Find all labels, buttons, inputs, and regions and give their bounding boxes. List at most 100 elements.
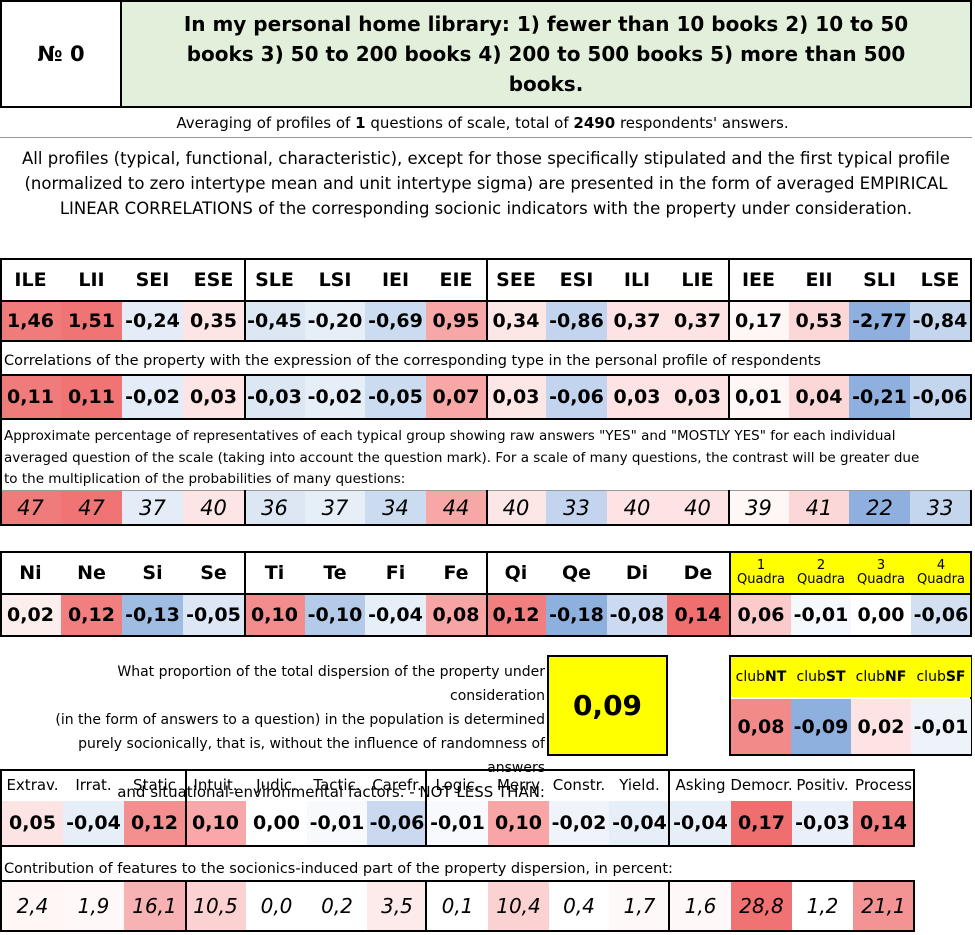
- functions-values-row: 0,02 0,12 -0,13 -0,05 0,10 -0,10 -0,04 0,08 0,12…: [0, 595, 729, 635]
- club-header-3: club SF: [911, 657, 971, 697]
- function-value-10: -0,08: [607, 595, 667, 635]
- function-header-2: Si: [142, 562, 163, 584]
- feature-header-0: Extrav.: [6, 776, 59, 794]
- contribution-value-13: 1,2: [792, 882, 853, 930]
- type-value-3: 0,35: [183, 302, 244, 340]
- dispersion-text: What proportion of the total dispersion …: [40, 660, 545, 804]
- quadra-header-1: 2 Quadra: [791, 553, 851, 593]
- feature-header-1: Irrat.: [75, 776, 112, 794]
- function-header-3: Se: [200, 562, 227, 584]
- feature-value-9: -0,02: [549, 801, 609, 845]
- percentage-value-11: 40: [667, 491, 728, 525]
- club-value-3: -0,01: [911, 699, 971, 754]
- quadra-value-1: -0,01: [791, 595, 851, 635]
- feature-value-11: -0,04: [670, 801, 731, 845]
- function-value-1: 0,12: [61, 595, 122, 635]
- dispersion-line-2: (in the form of answers to a question) i…: [55, 712, 545, 728]
- type-header-0: ILE: [14, 269, 47, 291]
- club-code: ST: [825, 669, 846, 685]
- percentage-value-12: 39: [728, 491, 789, 525]
- function-header-0: Ni: [19, 562, 42, 584]
- feature-value-12: 0,17: [731, 801, 792, 845]
- club-code: NF: [885, 669, 907, 685]
- feature-header-5: Tactic.: [313, 776, 361, 794]
- type-header-9: ESI: [559, 269, 594, 291]
- type-value-8: 0,34: [486, 302, 546, 340]
- function-value-5: -0,10: [305, 595, 365, 635]
- feature-value-2: 0,12: [124, 801, 185, 845]
- feature-header-11: Asking: [675, 776, 726, 794]
- clubs-header-row: club NT club ST club NF club SF: [731, 657, 971, 697]
- contribution-value-9: 0,4: [549, 882, 609, 930]
- type-header-7: EIE: [439, 269, 473, 291]
- type-value-2: -0,24: [122, 302, 183, 340]
- feature-value-7: -0,01: [427, 801, 488, 845]
- quadra-value-0: 0,06: [731, 595, 791, 635]
- correlation-value-1: 0,11: [61, 376, 122, 418]
- type-header-5: LSI: [318, 269, 352, 291]
- type-value-7: 0,95: [426, 302, 486, 340]
- percentages-caption: Approximate percentage of representative…: [4, 428, 920, 487]
- percentage-value-8: 40: [486, 491, 546, 525]
- type-value-9: -0,86: [546, 302, 607, 340]
- feature-header-2: Static: [133, 776, 176, 794]
- percentages-row: 47 47 37 40 36 37 34 44 40 33 40 40 39 41 22 33: [0, 491, 970, 525]
- type-header-2: SEI: [135, 269, 170, 291]
- dispersion-line-1: What proportion of the total dispersion …: [117, 664, 545, 704]
- percentage-value-7: 44: [426, 491, 486, 525]
- correlation-value-6: -0,05: [365, 376, 426, 418]
- correlation-value-12: 0,01: [728, 376, 789, 418]
- function-value-8: 0,12: [486, 595, 546, 635]
- feature-header-12: Democr.: [730, 776, 793, 794]
- feature-header-8: Merry: [496, 776, 541, 794]
- function-header-8: Qi: [504, 562, 528, 584]
- correlation-value-0: 0,11: [0, 376, 61, 418]
- number-label: №: [37, 42, 63, 66]
- quadras-header-row: 1 Quadra 2 Quadra 3 Quadra 4 Quadra: [731, 553, 971, 593]
- type-value-14: -2,77: [849, 302, 910, 340]
- contribution-value-1: 1,9: [63, 882, 124, 930]
- quadra-number: 3: [876, 558, 886, 573]
- types-header-row: ILE LII SEI ESE SLE LSI IEI EIE SEE ESI ILI LIE IEE E…: [0, 260, 970, 300]
- function-header-6: Fi: [385, 562, 406, 584]
- feature-header-7: Logic.: [435, 776, 480, 794]
- function-value-2: -0,13: [122, 595, 183, 635]
- function-header-7: Fe: [443, 562, 469, 584]
- club-header-0: club NT: [731, 657, 791, 697]
- feature-value-8: 0,10: [488, 801, 549, 845]
- club-value-1: -0,09: [791, 699, 851, 754]
- features-values-row: 0,05 -0,04 0,12 0,10 0,00 -0,01 -0,06 -0,01 0,10…: [2, 801, 914, 845]
- feature-value-1: -0,04: [63, 801, 124, 845]
- feature-header-14: Process: [855, 776, 912, 794]
- correlation-value-7: 0,07: [426, 376, 486, 418]
- dispersion-line-3: purely socionically, that is, without th…: [78, 736, 545, 776]
- type-header-14: SLI: [863, 269, 896, 291]
- percentage-value-2: 37: [122, 491, 183, 525]
- percentage-value-0: 47: [0, 491, 61, 525]
- percentage-value-14: 22: [849, 491, 910, 525]
- correlation-value-9: -0,06: [546, 376, 607, 418]
- correlations-caption: Correlations of the property with the ex…: [4, 353, 821, 369]
- type-header-3: ESE: [193, 269, 234, 291]
- feature-value-14: 0,14: [853, 801, 914, 845]
- function-value-9: -0,18: [546, 595, 607, 635]
- type-header-12: IEE: [741, 269, 776, 291]
- percentage-value-4: 36: [244, 491, 305, 525]
- contribution-value-12: 28,8: [731, 882, 792, 930]
- function-value-6: -0,04: [365, 595, 426, 635]
- correlation-value-2: -0,02: [122, 376, 183, 418]
- feature-value-6: -0,06: [367, 801, 427, 845]
- averaging-respondents: 2490: [573, 114, 616, 132]
- feature-value-3: 0,10: [185, 801, 246, 845]
- feature-value-4: 0,00: [246, 801, 307, 845]
- club-prefix: club: [735, 669, 766, 685]
- club-header-2: club NF: [851, 657, 911, 697]
- contribution-value-11: 1,6: [670, 882, 731, 930]
- type-value-15: -0,84: [910, 302, 970, 340]
- function-value-4: 0,10: [244, 595, 305, 635]
- quadra-label: Quadra: [856, 572, 905, 587]
- type-header-15: LSE: [920, 269, 960, 291]
- contribution-value-14: 21,1: [853, 882, 914, 930]
- feature-header-9: Constr.: [552, 776, 606, 794]
- type-value-0: 1,46: [0, 302, 61, 340]
